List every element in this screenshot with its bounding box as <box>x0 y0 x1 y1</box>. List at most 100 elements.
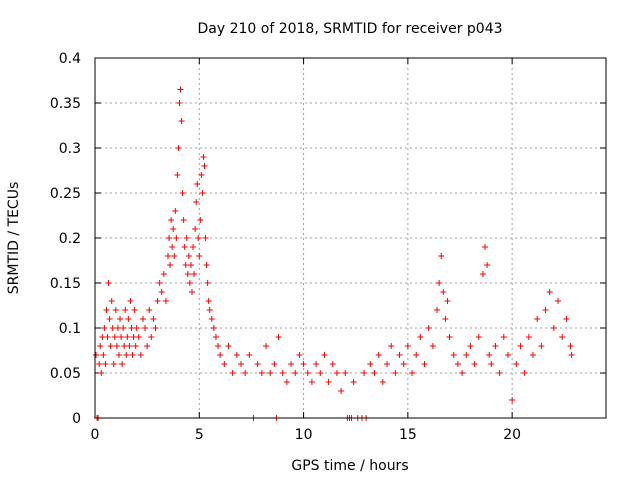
data-point <box>173 235 180 241</box>
data-point <box>208 316 215 322</box>
data-point <box>115 352 122 358</box>
x-axis-label: GPS time / hours <box>291 458 408 474</box>
data-point <box>246 352 253 358</box>
data-point <box>283 379 290 385</box>
data-point <box>279 370 286 376</box>
data-point <box>429 343 436 349</box>
data-point <box>150 316 157 322</box>
data-point <box>148 334 155 340</box>
data-point <box>162 298 169 304</box>
data-point <box>538 343 545 349</box>
data-point <box>488 361 495 367</box>
data-point <box>446 334 453 340</box>
data-point <box>567 343 574 349</box>
data-point <box>188 289 195 295</box>
data-point <box>124 334 131 340</box>
data-point <box>130 334 137 340</box>
data-point <box>191 271 198 277</box>
data-point <box>517 343 524 349</box>
data-point <box>409 370 416 376</box>
data-point <box>100 352 107 358</box>
data-point <box>459 370 466 376</box>
data-point <box>258 370 265 376</box>
data-point <box>158 289 165 295</box>
data-point <box>229 370 236 376</box>
data-point <box>212 334 219 340</box>
data-point <box>534 316 541 322</box>
data-point <box>238 361 244 367</box>
data-point <box>417 334 424 340</box>
data-point <box>444 298 451 304</box>
x-tick-label: 0 <box>91 427 100 443</box>
data-point <box>392 370 399 376</box>
data-point <box>199 190 206 196</box>
data-point <box>160 271 167 277</box>
data-point <box>168 217 175 223</box>
data-point <box>106 316 113 322</box>
data-point <box>177 86 184 93</box>
data-point <box>484 262 491 268</box>
data-point <box>142 325 149 331</box>
data-point <box>384 361 390 367</box>
data-point <box>361 370 368 376</box>
data-point <box>181 244 188 250</box>
data-point <box>559 334 566 340</box>
data-point <box>194 181 201 187</box>
data-point <box>165 253 171 259</box>
data-point <box>267 370 274 376</box>
y-tick-label: 0.35 <box>50 96 81 112</box>
data-point <box>454 361 461 367</box>
data-point <box>202 235 209 241</box>
data-point <box>367 361 374 367</box>
data-point <box>174 172 181 178</box>
data-point <box>434 307 441 313</box>
data-point <box>203 262 210 268</box>
data-point <box>206 307 213 313</box>
data-point <box>97 343 104 349</box>
data-point <box>113 343 120 349</box>
data-point <box>107 343 114 349</box>
data-point <box>178 118 185 124</box>
data-point <box>192 226 199 232</box>
data-point <box>198 172 205 178</box>
data-point <box>242 370 249 376</box>
y-axis-label: SRMTID / TECUs <box>6 182 22 295</box>
data-point <box>109 325 116 331</box>
data-point <box>300 361 307 367</box>
x-tick-label: 15 <box>399 427 417 443</box>
data-point <box>154 298 161 304</box>
data-point <box>292 370 299 376</box>
data-point <box>105 280 112 286</box>
data-point <box>169 244 176 250</box>
data-point <box>182 262 189 268</box>
data-point <box>555 298 562 304</box>
data-point <box>308 379 315 385</box>
data-point <box>504 352 511 358</box>
data-point <box>568 352 575 358</box>
data-point <box>371 370 378 376</box>
data-point <box>550 325 557 331</box>
data-point <box>546 289 553 295</box>
data-point <box>496 370 503 376</box>
data-point <box>210 325 217 331</box>
data-point <box>119 361 126 367</box>
x-tick-label: 20 <box>503 427 521 443</box>
data-point <box>271 361 278 367</box>
data-point <box>111 334 118 340</box>
data-point <box>118 334 125 340</box>
data-point <box>475 334 482 340</box>
data-point <box>321 352 328 358</box>
data-point <box>463 352 470 358</box>
data-point <box>325 379 332 385</box>
data-point <box>217 352 224 358</box>
data-point <box>184 271 191 277</box>
data-point <box>221 361 228 367</box>
data-point <box>436 280 443 286</box>
data-point <box>185 253 192 259</box>
data-point <box>200 154 207 160</box>
data-point <box>400 361 407 367</box>
data-points <box>93 86 575 421</box>
data-point <box>521 370 528 376</box>
data-point <box>137 352 144 358</box>
data-point <box>201 163 208 169</box>
